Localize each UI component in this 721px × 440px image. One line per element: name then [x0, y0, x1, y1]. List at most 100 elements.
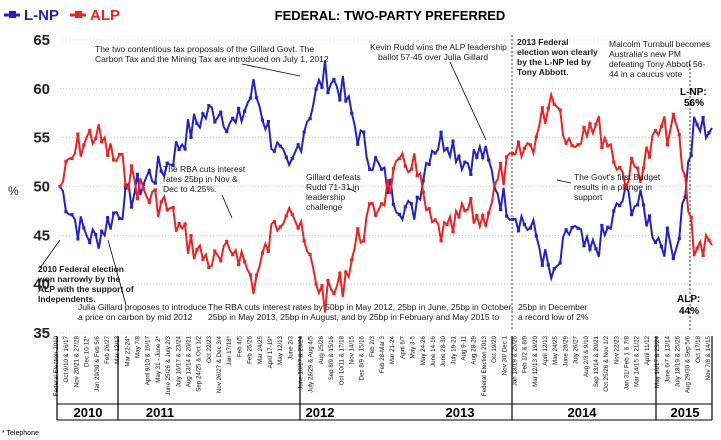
x-tick-label: Nov 20/21 & 27/28 — [73, 335, 80, 387]
alp-data-point — [308, 252, 312, 256]
alp-data-point — [701, 253, 705, 258]
legend-lnp-marker — [9, 11, 16, 18]
alp-end-label: ALP: — [677, 294, 700, 305]
x-tick-label: Nov 7/8 & 14/15 — [705, 335, 712, 380]
x-tick-label: Mar 14/15 & 21/22 — [634, 335, 641, 386]
lnp-data-point — [70, 213, 74, 217]
alp-data-point — [135, 197, 140, 201]
alp-data-point — [528, 143, 532, 147]
x-tick-label: Oct 10/11 & 17/18 — [338, 335, 345, 385]
legend-alp-marker — [75, 11, 82, 18]
x-tick-label: Nov 30/ Dec 1 — [501, 335, 508, 375]
lnp-data-point — [695, 123, 699, 127]
alp-data-point — [475, 214, 479, 218]
lnp-data-point — [177, 147, 181, 151]
alp-data-point — [433, 218, 437, 222]
x-tick-label: Feb 25/26 — [247, 335, 254, 363]
alp-data-point — [504, 155, 509, 159]
alp-data-point — [356, 227, 360, 231]
alp-data-point — [338, 271, 342, 275]
alp-data-point — [314, 282, 318, 286]
x-tick-label: Jan 18/19 & 25/26 — [511, 335, 518, 386]
lnp-data-point — [451, 139, 455, 143]
annotation-carbon-tax-line2: Carbon Tax and the Mining Tax are introd… — [95, 54, 329, 64]
lnp-data-point — [332, 77, 336, 82]
x-tick-label: June 28-30 — [440, 335, 447, 367]
x-tick-label: Aug 2/3 & 9/10 — [583, 335, 590, 376]
x-tick-label: June 14-16 — [430, 335, 437, 367]
annotation-rba-2011-line3: Dec to 4.25%. — [163, 184, 216, 194]
alp-data-point — [677, 133, 681, 137]
alp-data-point — [439, 239, 443, 243]
alp-data-point — [403, 164, 407, 168]
alp-data-point — [159, 200, 163, 204]
lnp-data-point — [231, 116, 235, 120]
x-tick-label: July 26/27 — [573, 335, 580, 364]
alp-data-point — [415, 174, 419, 178]
lnp-data-point — [153, 181, 157, 185]
legend-lnp-label: L-NP — [24, 7, 59, 24]
lnp-data-point — [427, 162, 431, 167]
year-label-2015: 2015 — [671, 405, 700, 420]
lnp-data-point — [522, 223, 527, 227]
year-label-2010: 2010 — [74, 405, 103, 420]
x-tick-label: April 12/13 — [542, 335, 549, 365]
lnp-data-point — [159, 169, 163, 173]
alp-data-point — [558, 108, 562, 112]
year-label-2012: 2012 — [306, 405, 335, 420]
x-tick-label: April 17-19* — [267, 335, 274, 368]
lnp-data-point — [219, 110, 223, 114]
lnp-data-point — [659, 245, 663, 249]
annotation-2010-line2: won narrowly by the — [37, 274, 120, 284]
x-tick-label: May 3-5 — [410, 335, 417, 358]
x-tick-label: Federal Election 2013 — [481, 335, 488, 396]
annotation-carbon-price-line1: Julia Gillard proposes to introduce — [78, 302, 207, 312]
x-tick-label: Oct 22/23 — [206, 335, 213, 362]
alp-data-point — [296, 226, 300, 230]
lnp-data-point — [397, 212, 401, 217]
lnp-data-point — [534, 234, 538, 238]
annotation-budget-line1: The Govt's first Budget — [574, 172, 661, 182]
alp-data-point — [397, 156, 401, 161]
lnp-data-point — [242, 109, 247, 113]
alp-data-point — [576, 143, 580, 147]
lnp-data-point — [469, 172, 473, 176]
x-tick-label: Mar 24/25 — [257, 335, 264, 363]
lnp-data-point — [463, 160, 467, 164]
lnp-data-point — [606, 225, 610, 229]
alp-data-point — [231, 253, 235, 257]
x-tick-label: Jan 17/18* — [226, 335, 233, 365]
chart-title: FEDERAL: TWO-PARTY PREFERRED — [275, 8, 506, 23]
x-tick-label: Aug 13/14 & 20/21 — [185, 335, 192, 387]
lnp-data-point — [326, 91, 330, 95]
lnp-data-point — [707, 131, 711, 135]
alp-data-point — [641, 166, 646, 170]
annotation-rba-cuts-line3: 25bp in December — [518, 302, 588, 312]
annotations: The two contentious tax proposals of the… — [37, 37, 710, 322]
lnp-data-point — [64, 210, 68, 214]
alp-data-point — [248, 273, 253, 277]
lnp-data-point — [403, 205, 407, 209]
alp-data-point — [183, 222, 187, 226]
x-tick-label: June 25/26 & July 2/3 — [165, 335, 172, 395]
x-tick-label: April 11/12 — [644, 335, 651, 365]
lnp-data-point — [588, 247, 592, 251]
x-tick-label: Dec 10-12* — [84, 335, 91, 367]
alp-data-point — [457, 215, 461, 219]
alp-data-point — [207, 265, 211, 269]
lnp-data-point — [207, 104, 211, 108]
alp-data-point — [111, 158, 116, 162]
annotation-rba-2011-line2: rates 25bp in Nov & — [163, 174, 238, 184]
annotation-gillard-pointer — [347, 187, 357, 193]
x-tick-label: June 28/29 — [562, 335, 569, 366]
lnp-data-point — [540, 263, 544, 267]
lnp-data-point — [314, 87, 318, 91]
annotation-gillard-line3: leadership — [306, 192, 345, 202]
alp-data-point — [588, 122, 592, 126]
x-tick-label: Oct 25/26 & Nov 1/2 — [603, 335, 610, 391]
annotation-rba-cuts-line2: 25bp in May 2013, 25bp in August, and by… — [208, 312, 499, 322]
annotation-budget-line2: results in a plunge in — [574, 182, 652, 192]
lnp-data-point — [368, 167, 372, 171]
lnp-data-point — [237, 106, 241, 110]
lnp-data-point — [344, 99, 348, 103]
